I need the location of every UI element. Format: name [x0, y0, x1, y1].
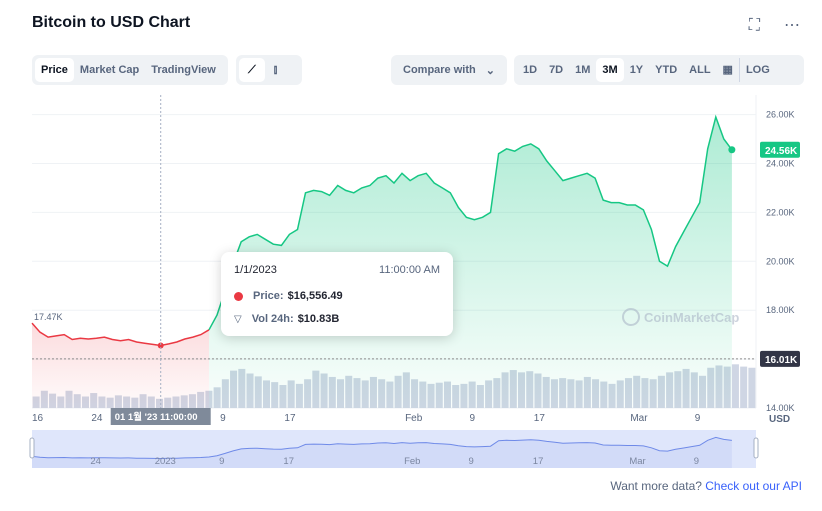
- price-chart[interactable]: 26.00K24.00K22.00K20.00K18.00K16.00K14.0…: [0, 0, 822, 475]
- price-series: [31, 114, 736, 349]
- tooltip-time: 11:00:00 AM: [379, 264, 440, 276]
- navigator-line: [31, 436, 732, 460]
- y-tick-label: 24.00K: [766, 158, 795, 168]
- y-tick-label: 20.00K: [766, 256, 795, 266]
- range-1m[interactable]: 1M: [575, 64, 591, 76]
- navigator-tick-label: 9: [468, 456, 473, 467]
- watermark: CoinMarketCap: [622, 308, 739, 326]
- x-axis: 16 24 9 17 Feb 9 17 Mar 9 USD 01 1월 '23 11:00:00: [32, 408, 790, 425]
- range-1y[interactable]: 1Y: [629, 64, 644, 76]
- footer: Want more data? Check out our API: [610, 479, 802, 493]
- candlestick-icon[interactable]: ⫾: [273, 64, 278, 76]
- navigator-tick-label: 2023: [155, 456, 176, 467]
- navigator-tick-label: 9: [694, 456, 699, 467]
- navigator-tick-label: 17: [283, 456, 294, 467]
- watermark-text: CoinMarketCap: [644, 310, 739, 325]
- x-tick-label: 17: [534, 413, 546, 424]
- range-ytd[interactable]: YTD: [655, 64, 678, 76]
- y-tick-label: 22.00K: [766, 207, 795, 217]
- navigator-tick-label: Mar: [629, 456, 645, 467]
- more-icon[interactable]: ⋯: [784, 17, 800, 34]
- volume-bar: [748, 367, 756, 408]
- current-price-label: 24.56K: [765, 146, 798, 157]
- y-tick-label: 18.00K: [766, 305, 795, 315]
- price-tooltip: 1/1/2023 11:00:00 AM Price: $16,556.49 ▽…: [221, 252, 453, 336]
- x-tick-label: Feb: [405, 413, 423, 424]
- header-icons: ⛶ ⋯: [749, 18, 800, 34]
- x-tick-label: 9: [695, 413, 701, 424]
- range-1d[interactable]: 1D: [523, 64, 538, 76]
- price-dot-icon: [234, 291, 243, 301]
- volume-bar: [731, 364, 739, 408]
- chevron-down-icon: ⌄: [485, 64, 495, 77]
- tooltip-price-value: $16,556.49: [287, 290, 343, 302]
- x-tick-label: Mar: [630, 413, 648, 424]
- y-tick-label: 14.00K: [766, 403, 795, 413]
- price-area-down: [32, 323, 209, 408]
- navigator: 24 2023 9 17 Feb 9 17 Mar 9: [29, 430, 759, 468]
- tooltip-price-label: Price:: [253, 290, 284, 302]
- range-3m[interactable]: 3M: [596, 58, 624, 82]
- hover-point: [157, 342, 164, 349]
- chart-title: Bitcoin to USD Chart: [32, 14, 191, 31]
- x-tick-label: 24: [91, 413, 103, 424]
- navigator-tick-label: Feb: [404, 456, 420, 467]
- tab-price[interactable]: Price: [35, 58, 74, 82]
- current-price-badge: [760, 141, 800, 158]
- currency-label: USD: [769, 414, 790, 425]
- footer-text: Want more data?: [610, 479, 702, 493]
- tooltip-vol-value: $10.83B: [297, 313, 340, 325]
- x-tick-label: 9: [220, 413, 226, 424]
- x-tick-label: 16: [32, 413, 44, 424]
- navigator-handle-left: [29, 437, 35, 459]
- tab-market-cap[interactable]: Market Cap: [79, 64, 140, 76]
- reference-price-badge: [760, 350, 800, 367]
- range-all[interactable]: ALL: [689, 64, 711, 76]
- tab-tradingview[interactable]: TradingView: [151, 64, 216, 76]
- navigator-tick-label: 9: [219, 456, 224, 467]
- compare-label: Compare with: [403, 64, 476, 76]
- navigator-tick-label: 24: [90, 456, 101, 467]
- price-line-down: [31, 322, 210, 347]
- fullscreen-icon[interactable]: ⛶: [748, 17, 760, 34]
- current-point: [728, 146, 736, 154]
- price-badges: 24.56K 16.01K 17.47K: [34, 141, 800, 367]
- calendar-icon[interactable]: ▦: [722, 64, 733, 76]
- volume-bar: [740, 366, 748, 408]
- tooltip-date: 1/1/2023: [234, 264, 277, 276]
- chart-type-toggle: ⟋ ⫾: [236, 55, 302, 85]
- crosshair-date-label: 01 1월 '23 11:00:00: [115, 411, 198, 423]
- compare-dropdown[interactable]: Compare with ⌄: [391, 55, 507, 85]
- tooltip-vol-label: Vol 24h:: [251, 313, 294, 325]
- data-tabs: Price Market Cap TradingView: [32, 55, 228, 85]
- reference-price-label: 16.01K: [765, 355, 798, 366]
- x-tick-label: 17: [284, 413, 296, 424]
- navigator-handle-right: [753, 437, 759, 459]
- price-line-up: [208, 114, 733, 331]
- range-7d[interactable]: 7D: [549, 64, 564, 76]
- range-tabs: 1D 7D 1M 3M 1Y YTD ALL ▦ LOG: [514, 55, 804, 85]
- navigator-area: [32, 437, 732, 468]
- log-toggle[interactable]: LOG: [738, 58, 776, 82]
- y-tick-label: 26.00K: [766, 110, 795, 120]
- crosshair-date-badge: [110, 408, 211, 425]
- navigator-tick-label: 17: [533, 456, 544, 467]
- start-price-label: 17.47K: [34, 312, 63, 322]
- x-tick-label: 9: [469, 413, 475, 424]
- api-link[interactable]: Check out our API: [705, 479, 802, 493]
- line-chart-icon[interactable]: ⟋: [239, 58, 265, 82]
- volume-icon: ▽: [234, 313, 242, 325]
